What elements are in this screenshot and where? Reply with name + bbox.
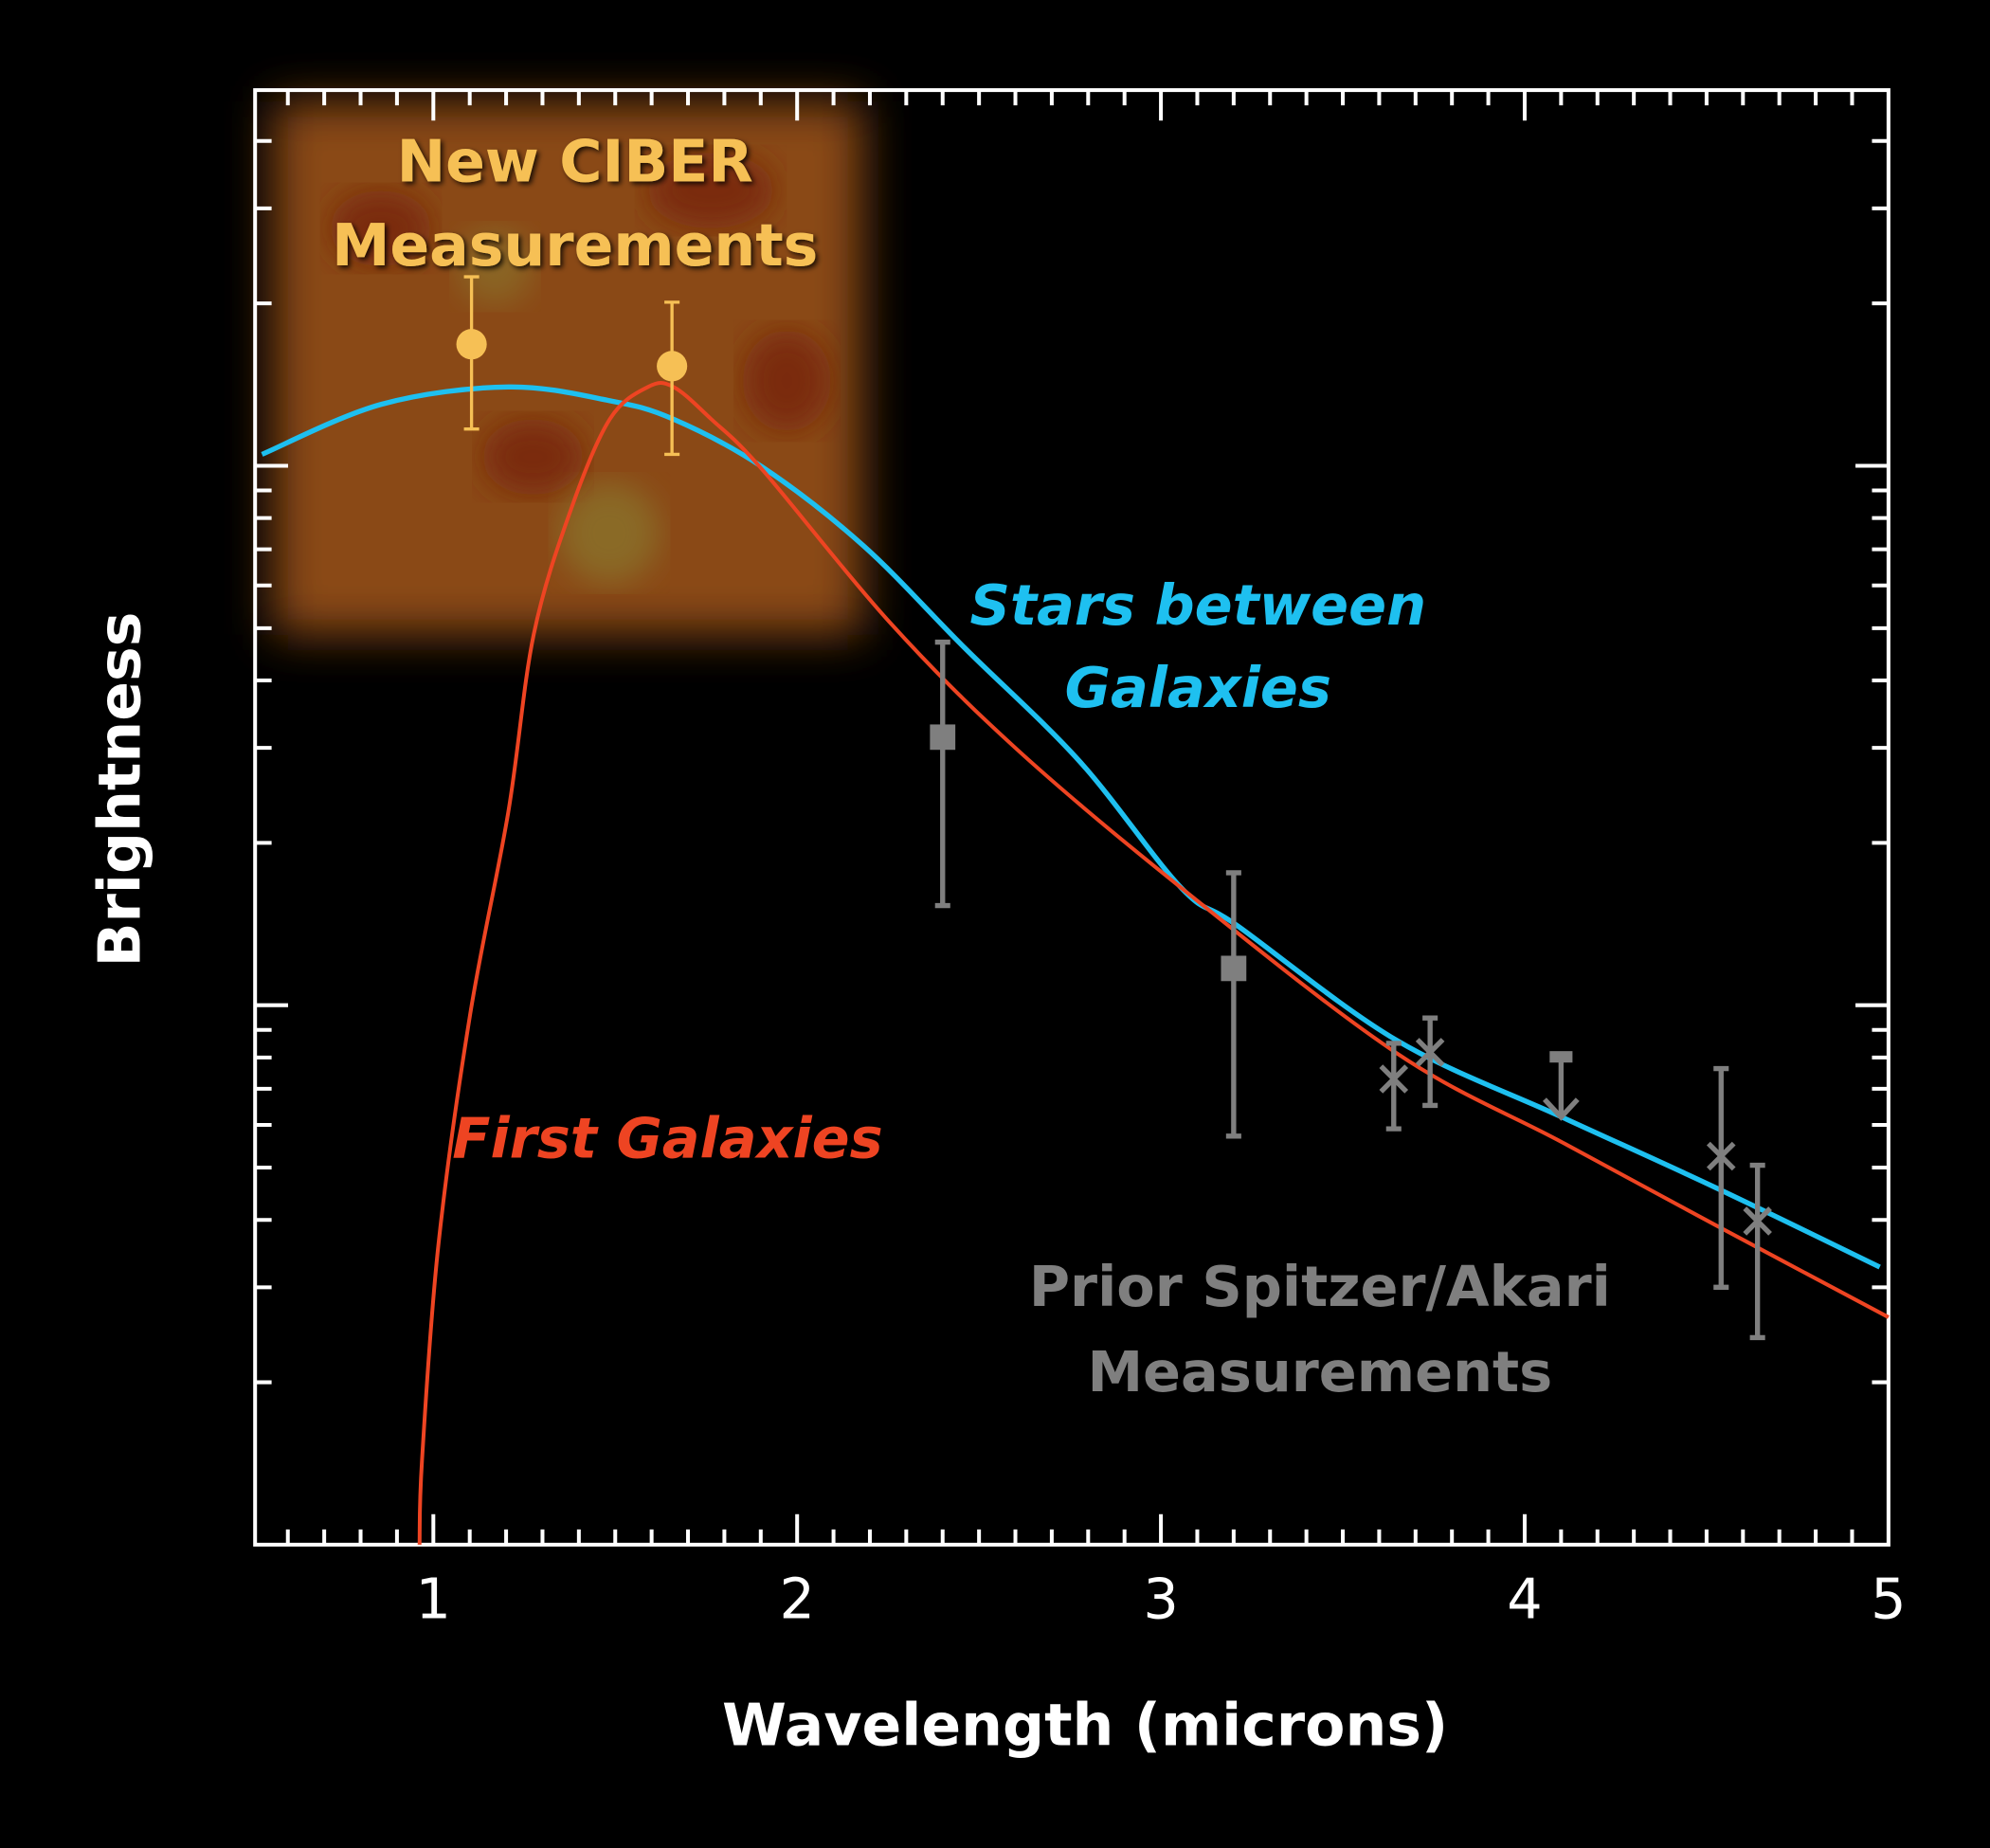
prior-data-point (1379, 1041, 1409, 1132)
prior-data-point (1706, 1065, 1736, 1291)
ciber-marker (456, 329, 487, 360)
prior-label-line1: Prior Spitzer/Akari (1029, 1254, 1611, 1319)
prior-label-line2: Measurements (1087, 1339, 1552, 1404)
stars-label-line1: Stars between (970, 572, 1427, 638)
first-galaxies-curve (417, 381, 1890, 1545)
ciber-label-line2: Measurements (332, 211, 818, 280)
square-marker (930, 724, 956, 751)
ciber-label-line1: New CIBER (397, 128, 753, 196)
ciber-data-point (657, 300, 688, 457)
stars-between-galaxies-curve (261, 384, 1881, 1270)
ciber-data-point (456, 275, 487, 431)
upper-limit-cap (1549, 1051, 1573, 1063)
down-arrow-icon (1542, 1097, 1580, 1121)
stars-label-line2: Galaxies (1065, 655, 1331, 720)
ciber-marker (657, 351, 688, 382)
axis-ticks (255, 90, 1889, 1545)
prior-data-point (1221, 870, 1247, 1139)
x-tick-label: 2 (779, 1567, 814, 1632)
prior-data-point (1415, 1015, 1445, 1109)
prior-data-point (930, 639, 956, 909)
y-axis-label: Brightness (85, 612, 154, 968)
x-marker (1379, 1064, 1409, 1094)
prior-data-point (1743, 1162, 1772, 1341)
ciber-image-patch (272, 101, 863, 635)
square-marker (1221, 955, 1247, 982)
first-galaxies-label: First Galaxies (452, 1105, 882, 1170)
x-tick-label: 4 (1507, 1567, 1542, 1632)
x-axis-label: Wavelength (microns) (722, 1692, 1448, 1760)
x-tick-label: 5 (1871, 1567, 1906, 1632)
x-marker (1706, 1141, 1736, 1171)
x-tick-label: 1 (416, 1567, 451, 1632)
x-marker (1415, 1038, 1445, 1067)
x-marker (1743, 1206, 1772, 1236)
x-tick-label: 3 (1143, 1567, 1178, 1632)
plot-frame (253, 88, 1890, 1547)
prior-data-point (1542, 1051, 1580, 1121)
